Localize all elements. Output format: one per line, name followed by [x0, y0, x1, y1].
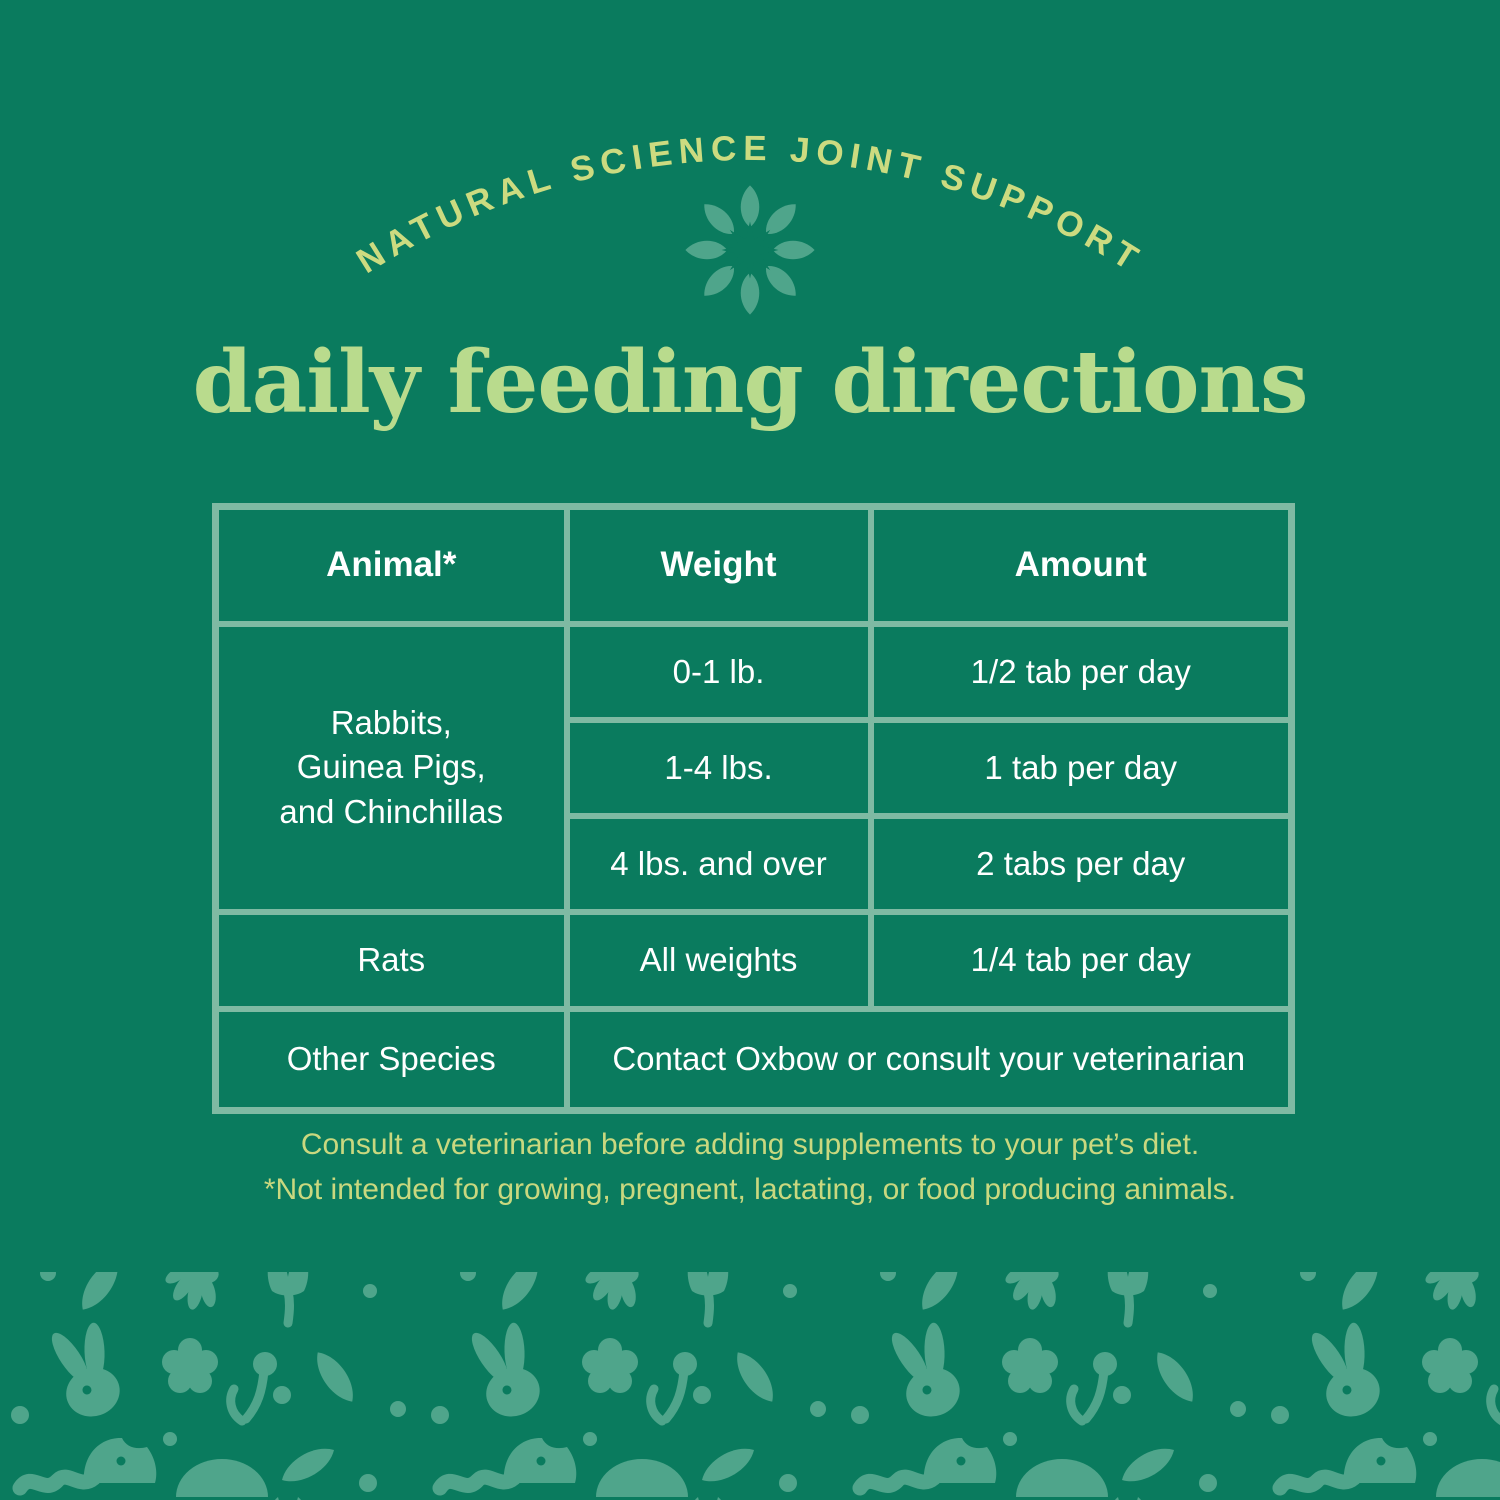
weight-cell: 0-1 lb.	[563, 620, 874, 723]
animal-cell: Other Species	[212, 1005, 570, 1114]
amount-cell: 1 tab per day	[867, 716, 1295, 819]
col-header-weight: Weight	[563, 503, 874, 627]
col-header-amount: Amount	[867, 503, 1295, 627]
feeding-table: Animal* Weight Amount Rabbits, Guinea Pi…	[212, 503, 1295, 1114]
table-row: Other Species Contact Oxbow or consult y…	[212, 1005, 1295, 1114]
flower-icon	[685, 185, 815, 315]
footnotes: Consult a veterinarian before adding sup…	[0, 1122, 1500, 1212]
header-arc: NATURAL SCIENCE JOINT SUPPORT	[350, 129, 1144, 315]
animal-line: Guinea Pigs,	[296, 748, 486, 786]
footnote-line-2: *Not intended for growing, pregnent, lac…	[263, 1173, 1237, 1206]
footnote-line-1: Consult a veterinarian before adding sup…	[300, 1128, 1200, 1161]
animal-line: and Chinchillas	[279, 792, 504, 830]
table-row: Rats All weights 1/4 tab per day	[212, 908, 1295, 1012]
amount-cell: 2 tabs per day	[867, 812, 1295, 915]
other-species-note-cell: Contact Oxbow or consult your veterinari…	[563, 1005, 1295, 1114]
animal-cell: Rats	[212, 908, 570, 1012]
animal-group-cell: Rabbits, Guinea Pigs, and Chinchillas	[212, 620, 570, 915]
table-row: Rabbits, Guinea Pigs, and Chinchillas 0-…	[212, 620, 1295, 915]
col-header-animal: Animal*	[212, 503, 570, 627]
table-header-row: Animal* Weight Amount	[212, 503, 1295, 627]
amount-cell: 1/2 tab per day	[867, 620, 1295, 723]
star-cutout-icon	[721, 221, 779, 279]
animal-line: Rabbits,	[330, 703, 452, 741]
table-row: 1-4 lbs. 1 tab per day	[216, 716, 1295, 819]
weight-cell: 4 lbs. and over	[563, 812, 874, 915]
page-title: daily feeding directions	[192, 332, 1309, 433]
weight-cell: All weights	[563, 908, 874, 1012]
weight-cell: 1-4 lbs.	[563, 716, 874, 819]
amount-cell: 1/4 tab per day	[867, 908, 1295, 1012]
table-row: 4 lbs. and over 2 tabs per day	[216, 812, 1295, 915]
pattern-band	[0, 1272, 1500, 1500]
